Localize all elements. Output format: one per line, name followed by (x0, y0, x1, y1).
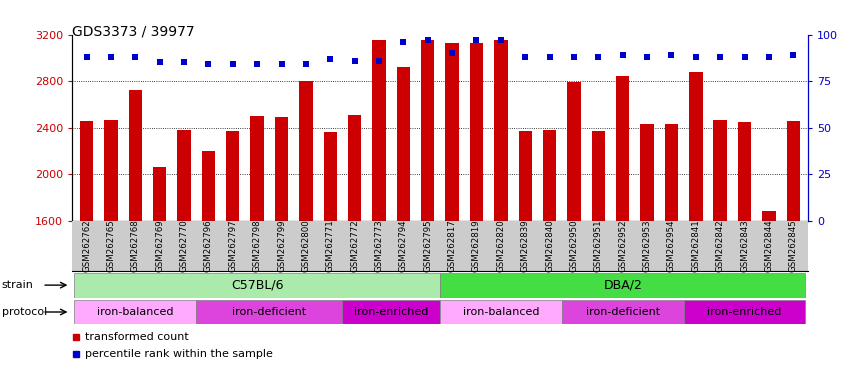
Bar (640, 124, 654, 221)
Bar (445, 43, 459, 221)
Bar (74, 273, 440, 298)
Bar (372, 40, 386, 221)
Text: percentile rank within the sample: percentile rank within the sample (85, 349, 272, 359)
Point (250, 61, 264, 68)
Bar (470, 43, 483, 221)
Bar (591, 131, 605, 221)
Text: iron-deficient: iron-deficient (233, 307, 306, 317)
Bar (713, 119, 727, 221)
Point (129, 54, 142, 60)
Text: iron-deficient: iron-deficient (585, 307, 660, 317)
Point (713, 54, 727, 60)
Bar (494, 40, 508, 221)
Point (543, 54, 557, 60)
Bar (74, 300, 196, 324)
Bar (787, 121, 800, 221)
Point (348, 58, 361, 64)
Bar (343, 300, 440, 324)
Text: iron-enriched: iron-enriched (707, 307, 782, 317)
Point (104, 54, 118, 60)
Point (372, 58, 386, 64)
Bar (129, 91, 142, 221)
Bar (519, 131, 532, 221)
Bar (762, 212, 776, 221)
Point (787, 52, 800, 58)
Text: GDS3373 / 39977: GDS3373 / 39977 (72, 25, 195, 39)
Bar (397, 67, 410, 221)
Bar (421, 40, 435, 221)
Point (275, 61, 288, 68)
Text: protocol: protocol (2, 307, 47, 317)
Point (738, 54, 751, 60)
Point (494, 37, 508, 43)
Point (80, 54, 93, 60)
Bar (226, 131, 239, 221)
Point (665, 52, 678, 58)
Bar (250, 116, 264, 221)
Bar (201, 151, 215, 221)
Point (445, 50, 459, 56)
Bar (616, 76, 629, 221)
Bar (543, 130, 557, 221)
Text: strain: strain (2, 280, 34, 290)
Bar (348, 115, 361, 221)
Point (299, 61, 313, 68)
Point (397, 39, 410, 45)
Bar (665, 124, 678, 221)
Point (470, 37, 483, 43)
Text: iron-enriched: iron-enriched (354, 307, 428, 317)
Bar (440, 300, 562, 324)
Text: C57BL/6: C57BL/6 (231, 279, 283, 291)
Text: transformed count: transformed count (85, 332, 189, 342)
Bar (275, 117, 288, 221)
Bar (689, 72, 702, 221)
Bar (178, 130, 190, 221)
Bar (104, 119, 118, 221)
Bar (738, 122, 751, 221)
Point (762, 54, 776, 60)
Text: DBA/2: DBA/2 (603, 279, 642, 291)
Point (201, 61, 215, 68)
Bar (299, 81, 312, 221)
Point (689, 54, 702, 60)
Point (226, 61, 239, 68)
Point (178, 60, 191, 66)
Text: iron-balanced: iron-balanced (463, 307, 539, 317)
Point (421, 37, 435, 43)
Point (616, 52, 629, 58)
Bar (153, 167, 167, 221)
Point (323, 56, 337, 62)
Bar (684, 300, 805, 324)
Bar (440, 273, 805, 298)
Point (640, 54, 654, 60)
Text: iron-balanced: iron-balanced (97, 307, 173, 317)
Point (591, 54, 605, 60)
Point (519, 54, 532, 60)
Bar (568, 82, 580, 221)
Point (567, 54, 580, 60)
Bar (80, 121, 93, 221)
Bar (196, 300, 343, 324)
Point (153, 60, 167, 66)
Bar (323, 132, 337, 221)
Bar (562, 300, 684, 324)
